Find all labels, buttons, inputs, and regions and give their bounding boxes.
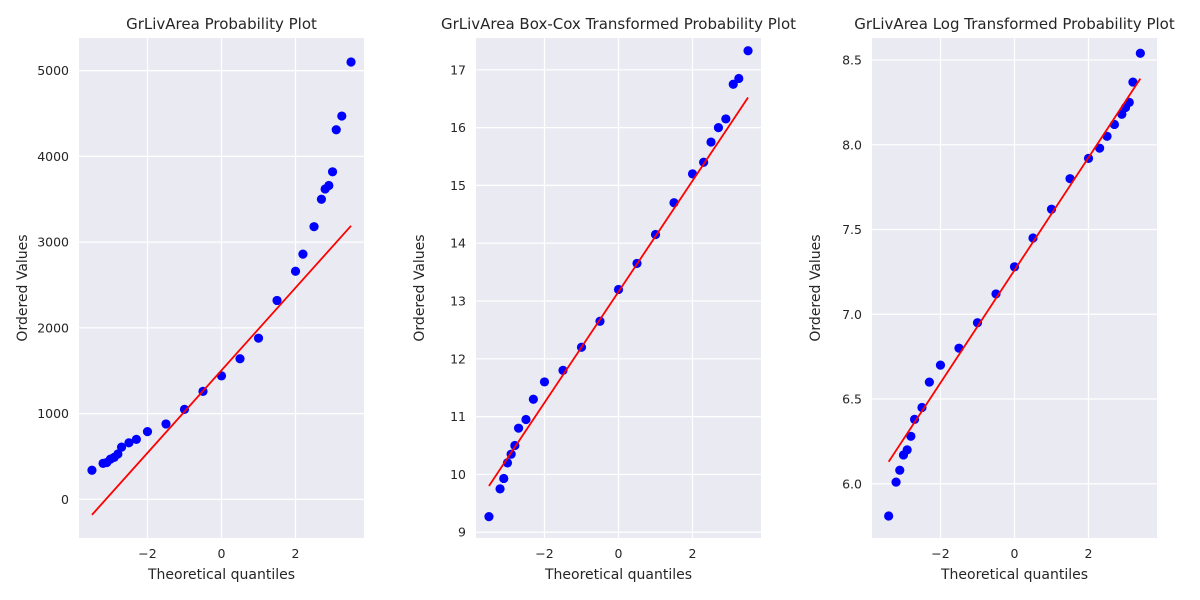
chart-panel-3: −2 0 2 6.0 6.5 7.0 7.5 8.0 8.5 GrLivArea Log Tran… (808, 15, 1175, 583)
data-point (337, 111, 347, 121)
data-point (1128, 77, 1138, 87)
data-point (902, 445, 912, 455)
data-point (124, 438, 134, 448)
data-point (235, 354, 245, 364)
data-point (1028, 233, 1038, 243)
y-tick-label: 1000 (37, 406, 69, 421)
y-tick-label: 8.5 (842, 53, 862, 68)
y-tick-label: 3000 (37, 235, 69, 250)
y-axis-label: Ordered Values (808, 234, 824, 341)
data-point (499, 473, 509, 484)
y-tick-label: 12 (450, 351, 466, 366)
data-point (324, 180, 334, 191)
data-point (1009, 262, 1020, 272)
data-point (309, 222, 319, 232)
data-point (253, 333, 264, 343)
y-tick-label: 11 (450, 409, 466, 424)
y-tick-label: 7.5 (842, 222, 862, 237)
x-tick-label: −2 (138, 546, 156, 561)
data-point (972, 318, 983, 328)
data-point (884, 511, 894, 521)
data-point (87, 465, 97, 475)
x-axis-label: Theoretical quantiles (940, 567, 1088, 583)
y-tick-label: 0 (61, 492, 69, 507)
y-tick-label: 15 (450, 178, 466, 193)
y-tick-label: 13 (450, 294, 466, 309)
data-point (539, 377, 550, 387)
fit-line (488, 97, 749, 487)
data-point (316, 194, 327, 204)
data-point (743, 46, 753, 56)
x-tick-label: −2 (535, 546, 553, 561)
y-tick-label: 8.0 (842, 137, 862, 152)
data-point (734, 73, 744, 84)
fit-line (887, 78, 1142, 463)
data-point (721, 114, 731, 124)
x-axis-label: Theoretical quantiles (544, 567, 692, 583)
data-point (906, 431, 916, 441)
data-point (895, 465, 905, 475)
data-point (909, 414, 920, 424)
y-tick-label: 9 (458, 525, 466, 540)
y-axis-label: Ordered Values (412, 234, 428, 341)
data-point (891, 477, 901, 487)
x-tick-label: 2 (292, 546, 300, 561)
fit-line (91, 225, 352, 516)
data-point (290, 266, 301, 276)
data-point (706, 137, 716, 147)
data-point (495, 484, 505, 494)
data-point (298, 249, 308, 259)
x-tick-label: 2 (1085, 546, 1093, 561)
data-point (113, 449, 123, 459)
data-point (513, 423, 524, 433)
x-axis-label: Theoretical quantiles (147, 567, 295, 583)
data-point (179, 404, 190, 414)
data-point (728, 79, 738, 89)
data-point (924, 377, 934, 387)
y-tick-label: 6.5 (842, 392, 862, 407)
y-tick-label: 2000 (37, 320, 69, 335)
data-point (131, 434, 141, 444)
y-tick-label: 16 (450, 120, 466, 135)
chart-title: GrLivArea Log Transformed Probability Pl… (854, 15, 1175, 33)
x-tick-label: −2 (931, 546, 949, 561)
y-tick-label: 6.0 (842, 476, 862, 491)
y-axis-label: Ordered Values (15, 234, 31, 341)
data-point (346, 57, 356, 67)
chart-panel-1: −2 0 2 0 1000 2000 3000 4000 5000 GrLivArea Proba… (15, 15, 364, 583)
data-point (142, 427, 153, 437)
x-tick-label: 0 (1011, 546, 1019, 561)
chart-title: GrLivArea Box-Cox Transformed Probabilit… (441, 15, 796, 33)
data-point (331, 125, 341, 135)
data-point (521, 414, 531, 425)
chart-panel-2: −2 0 2 9 10 11 12 13 14 15 16 17 GrLivArea Box-Cox T… (412, 15, 796, 583)
data-point (713, 122, 724, 133)
data-point (1095, 143, 1105, 153)
data-point (528, 394, 538, 404)
data-point (917, 402, 927, 413)
data-point (116, 442, 127, 452)
data-point (1135, 48, 1145, 58)
data-point (935, 360, 946, 370)
y-tick-label: 4000 (37, 149, 69, 164)
y-tick-label: 17 (450, 62, 466, 77)
y-tick-label: 5000 (37, 63, 69, 78)
x-tick-label: 0 (218, 546, 226, 561)
x-tick-label: 0 (615, 546, 623, 561)
y-tick-label: 10 (450, 467, 466, 482)
y-tick-label: 14 (450, 236, 466, 251)
data-point (484, 512, 494, 522)
data-point (327, 167, 338, 177)
data-point (272, 295, 282, 306)
y-tick-label: 7.0 (842, 307, 862, 322)
x-tick-label: 2 (689, 546, 697, 561)
data-point (161, 419, 171, 429)
chart-title: GrLivArea Probability Plot (126, 15, 317, 33)
